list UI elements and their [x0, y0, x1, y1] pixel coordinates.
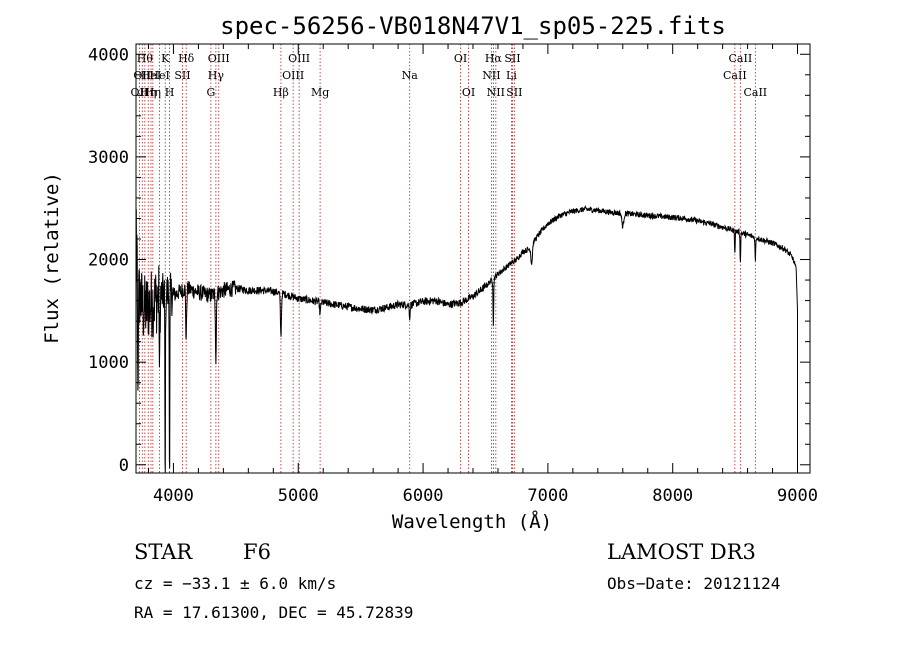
line-label: Hα	[485, 52, 503, 65]
line-label: SII	[506, 86, 522, 99]
line-label: Mg	[311, 86, 329, 99]
line-label: NII	[487, 86, 505, 99]
line-label: Hγ	[208, 69, 225, 82]
chart-title: spec-56256-VB018N47V1_sp05-225.fits	[220, 12, 726, 40]
line-label: Na	[402, 69, 419, 82]
x-axis-label: Wavelength (Å)	[392, 510, 552, 533]
object-class: STAR	[134, 540, 193, 564]
line-label: OIII	[208, 52, 230, 65]
y-axis-label: Flux (relative)	[41, 172, 63, 344]
line-label: G	[206, 86, 215, 99]
y-tick-label: 3000	[88, 148, 129, 168]
line-label: Hβ	[273, 86, 289, 99]
line-label: SII	[174, 69, 190, 82]
line-markers	[138, 44, 756, 473]
line-label: NII	[482, 69, 500, 82]
object-subclass: F6	[243, 540, 271, 564]
redshift-info: cz = −33.1 ± 6.0 km/s	[134, 574, 337, 593]
x-tick-label: 4000	[153, 486, 194, 506]
axis-ticks	[136, 44, 810, 473]
line-label: Hη	[145, 86, 161, 99]
line-label: OI	[454, 52, 467, 65]
y-tick-label: 4000	[88, 45, 129, 65]
line-labels: OIIOIIHθHηHeIHηHeIKHSIIHδGHγOIIIHβOIIIOI…	[131, 52, 768, 99]
line-label: Li	[506, 69, 517, 82]
line-label: K	[161, 52, 170, 65]
x-tick-label: 7000	[527, 486, 568, 506]
x-tick-label: 5000	[278, 486, 319, 506]
line-label: CaII	[723, 69, 747, 82]
y-tick-label: 1000	[88, 353, 129, 373]
line-label: OI	[462, 86, 475, 99]
y-tick-label: 0	[119, 456, 129, 476]
y-tick-label: 2000	[88, 251, 129, 271]
line-label: CaII	[743, 86, 767, 99]
line-label: Hθ	[137, 52, 154, 65]
line-label: Hη	[140, 86, 156, 99]
line-label: H	[165, 86, 175, 99]
line-label: HeI	[141, 69, 161, 82]
coordinates: RA = 17.61300, DEC = 45.72839	[134, 603, 414, 622]
obs-date: Obs−Date: 20121124	[607, 574, 781, 593]
line-label: OIII	[288, 52, 310, 65]
line-label: SII	[504, 52, 520, 65]
x-tick-label: 6000	[403, 486, 444, 506]
line-label: HeI	[149, 69, 169, 82]
line-label: OII	[131, 86, 149, 99]
line-label: OII	[133, 69, 151, 82]
plot-frame	[135, 43, 811, 474]
line-label: CaII	[729, 52, 753, 65]
survey-name: LAMOST DR3	[607, 540, 756, 564]
x-tick-label: 9000	[777, 486, 818, 506]
x-tick-label: 8000	[652, 486, 693, 506]
spectrum-curve	[135, 205, 798, 474]
line-label: OIII	[282, 69, 304, 82]
tick-labels: 4000 5000 6000 7000 8000 9000 0 1000 2000 3000 400…	[88, 45, 818, 506]
line-label: Hδ	[178, 52, 195, 65]
